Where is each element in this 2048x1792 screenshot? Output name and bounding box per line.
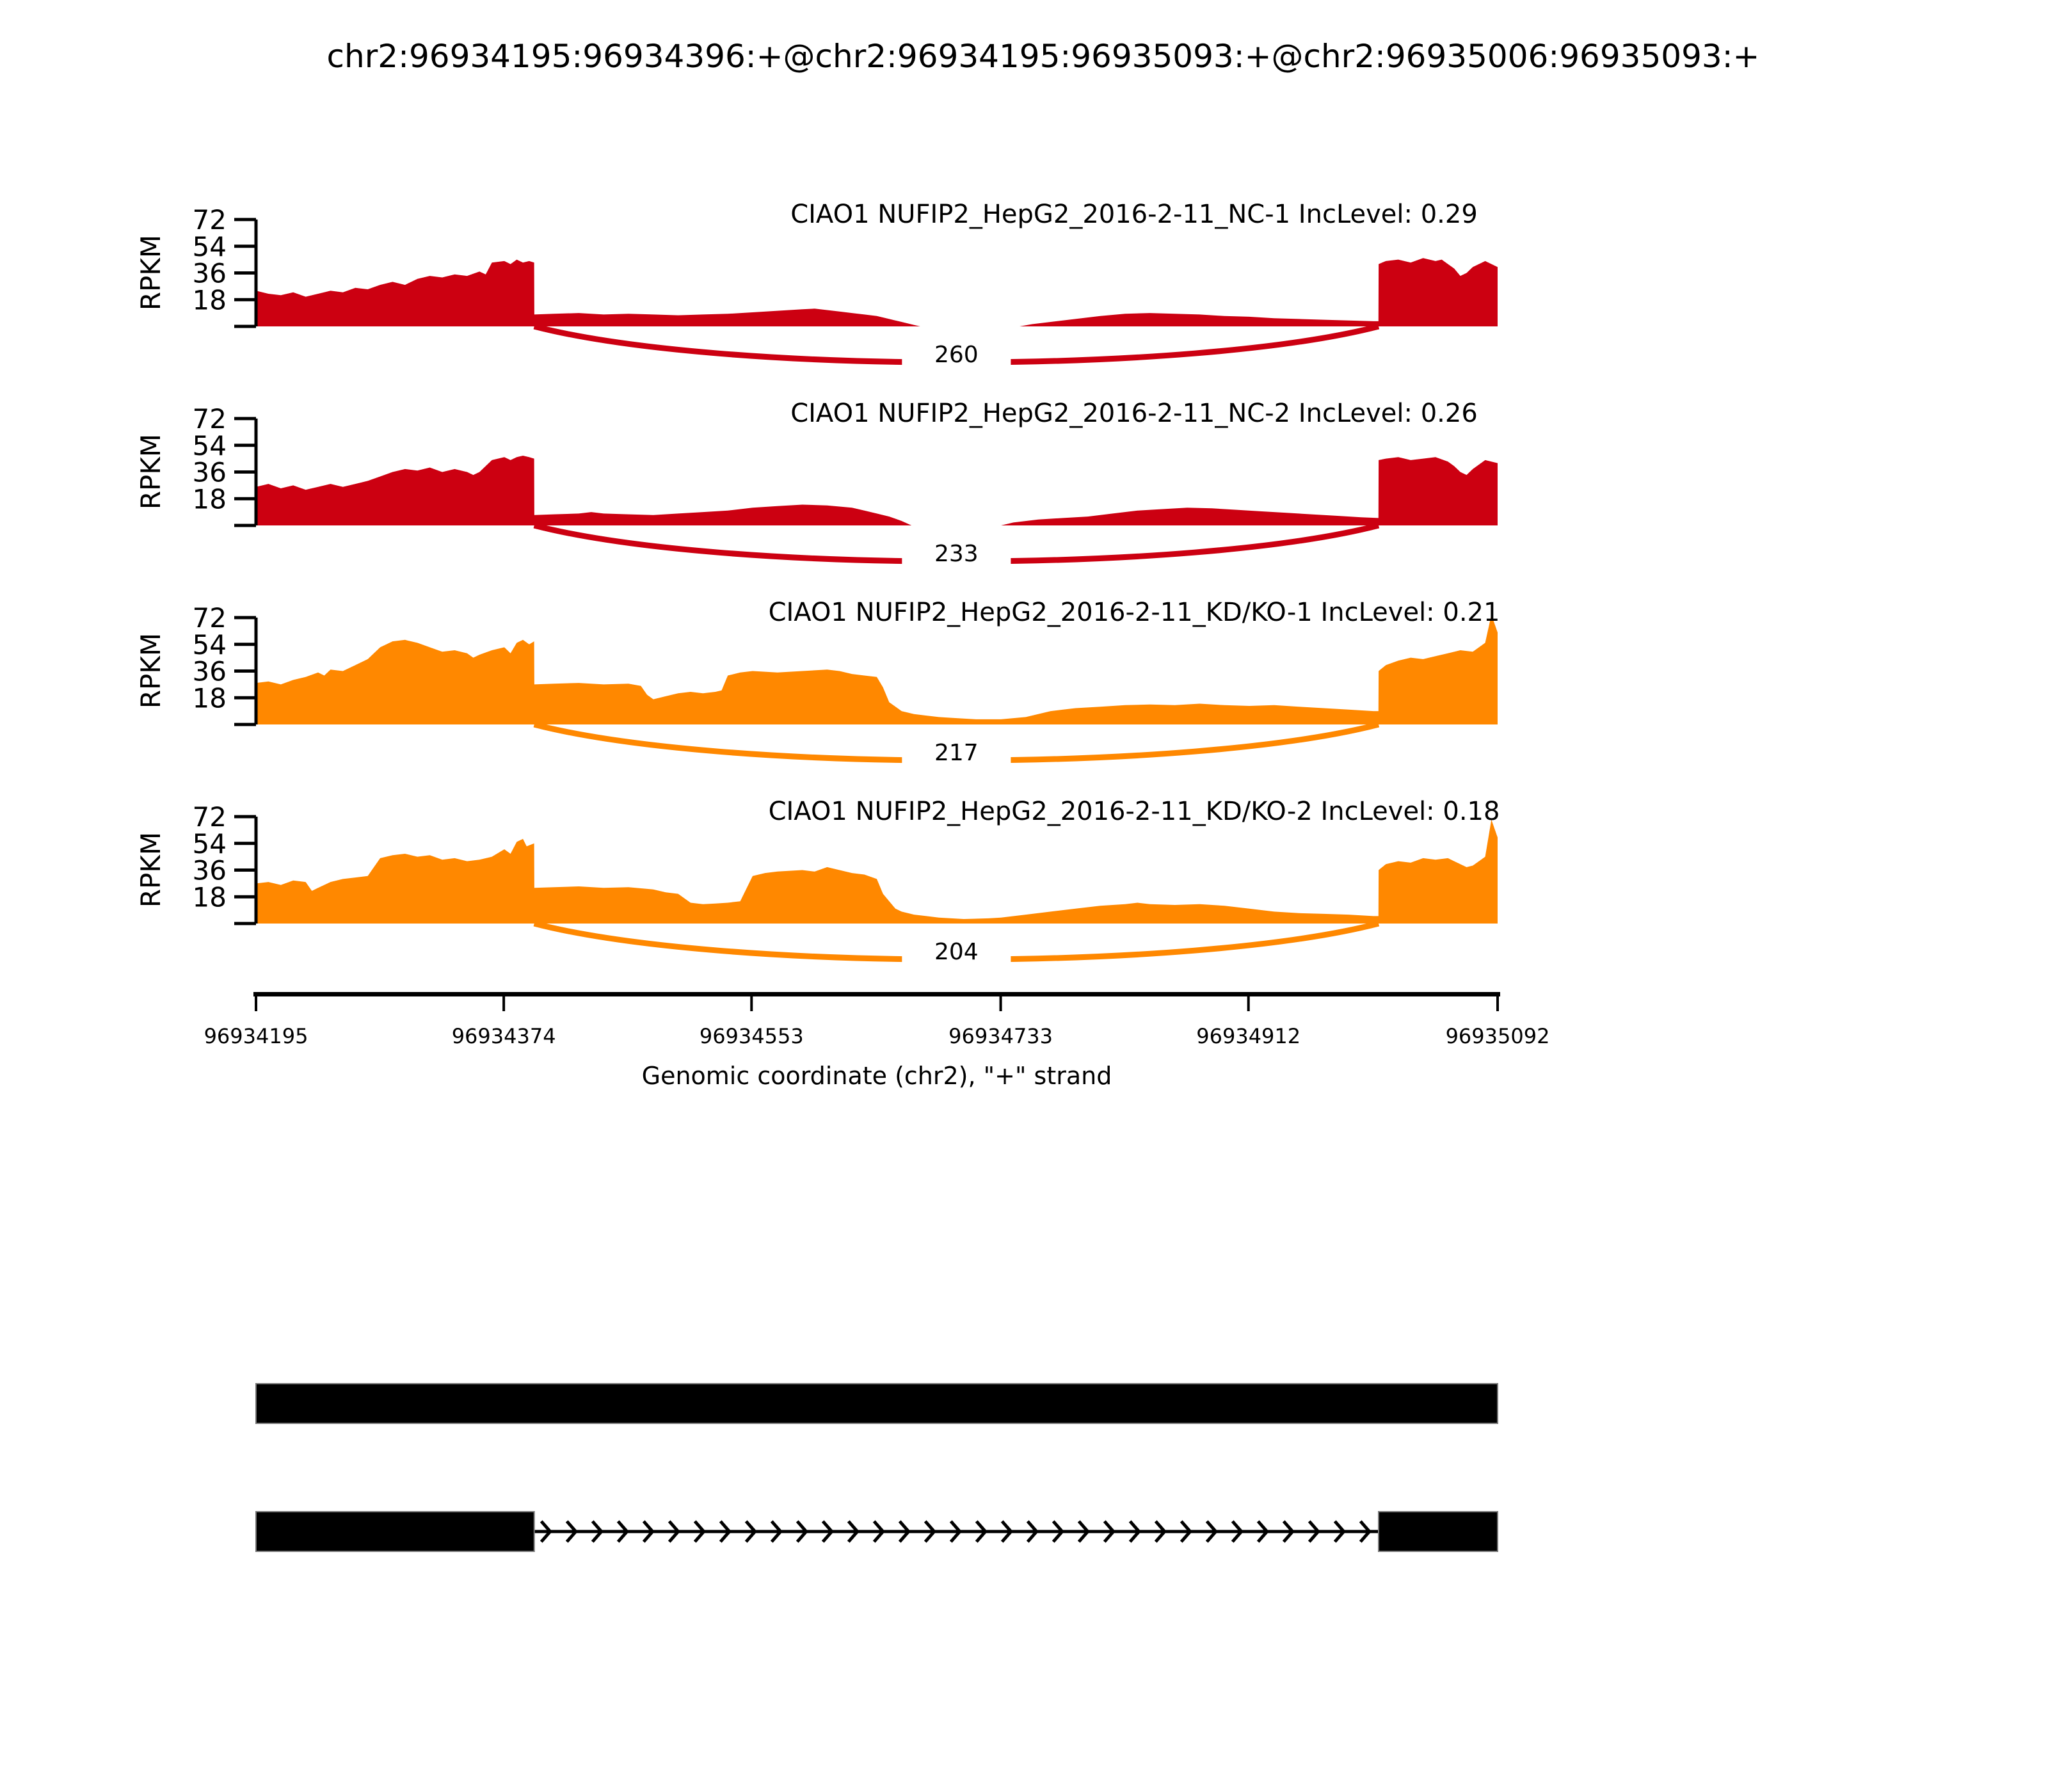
y-tick-label: 54 [193, 231, 227, 262]
strand-arrow-icon [565, 1520, 579, 1543]
strand-arrow-icon [1128, 1520, 1142, 1543]
strand-arrow-icon [1026, 1520, 1039, 1543]
strand-arrow-icon [949, 1520, 963, 1543]
strand-arrow-icon [642, 1520, 655, 1543]
track-title: CIAO1 NUFIP2_HepG2_2016-2-11_NC-2 IncLev… [790, 399, 1478, 428]
junction-count: 204 [934, 939, 979, 965]
junction-count-box [902, 741, 1011, 765]
strand-arrow-icon [1308, 1520, 1321, 1543]
strand-arrow-icon [924, 1520, 937, 1543]
exon-block [255, 1511, 535, 1552]
strand-arrow-icon [1359, 1520, 1372, 1543]
junction-count-box [902, 542, 1011, 566]
strand-arrow-icon [1333, 1520, 1347, 1543]
y-tick-label: 54 [193, 828, 227, 860]
track-title: CIAO1 NUFIP2_HepG2_2016-2-11_KD/KO-1 Inc… [769, 598, 1500, 627]
exon-block [1378, 1511, 1498, 1552]
strand-arrow-icon [1256, 1520, 1270, 1543]
x-axis-line [253, 992, 1500, 996]
strand-arrow-icon [591, 1520, 604, 1543]
x-tick-label: 96934733 [948, 1024, 1053, 1048]
junction-count: 260 [934, 342, 979, 368]
strand-arrow-icon [872, 1520, 886, 1543]
skipping-isoform [255, 1511, 1498, 1552]
y-tick-label: 72 [193, 204, 227, 236]
strand-arrow-icon [898, 1520, 911, 1543]
y-axis-title: RPKM [135, 633, 166, 708]
strand-arrow-icon [1282, 1520, 1295, 1543]
y-tick-label: 18 [193, 881, 227, 913]
coverage-area [256, 258, 1498, 326]
inclusion-isoform [255, 1383, 1498, 1424]
x-tick-label: 96935092 [1446, 1024, 1550, 1048]
y-tick-label: 36 [193, 656, 227, 687]
strand-arrow-icon [616, 1520, 630, 1543]
y-tick-label: 54 [193, 629, 227, 660]
x-tick-label: 96934553 [700, 1024, 804, 1048]
coverage-area [256, 819, 1498, 924]
strand-arrow-icon [1052, 1520, 1065, 1543]
y-axis-title: RPKM [135, 235, 166, 310]
strand-arrow-icon [719, 1520, 732, 1543]
coverage-area [256, 614, 1498, 724]
y-tick-label: 36 [193, 855, 227, 886]
strand-arrow-icon [1000, 1520, 1014, 1543]
track-title: CIAO1 NUFIP2_HepG2_2016-2-11_NC-1 IncLev… [790, 200, 1478, 229]
strand-arrow-icon [744, 1520, 758, 1543]
figure-title: chr2:96934195:96934396:+@chr2:96934195:9… [327, 38, 1760, 75]
y-axis-title: RPKM [135, 832, 166, 908]
junction-count-box [902, 343, 1011, 367]
strand-arrow-icon [975, 1520, 988, 1543]
strand-arrow-icon [693, 1520, 707, 1543]
y-tick-label: 18 [193, 483, 227, 515]
strand-arrow-icon [1231, 1520, 1244, 1543]
y-tick-label: 18 [193, 284, 227, 316]
strand-arrow-icon [1154, 1520, 1167, 1543]
strand-arrow-icon [770, 1520, 783, 1543]
y-tick-label: 18 [193, 682, 227, 714]
y-tick-label: 36 [193, 258, 227, 289]
x-axis-title: Genomic coordinate (chr2), "+" strand [642, 1062, 1112, 1090]
strand-arrow-icon [821, 1520, 835, 1543]
junction-count-box [902, 940, 1011, 964]
strand-arrow-icon [540, 1520, 553, 1543]
y-axis-title: RPKM [135, 434, 166, 509]
exon-block [255, 1383, 1498, 1424]
strand-arrow-icon [1077, 1520, 1091, 1543]
junction-count: 217 [934, 740, 979, 766]
track-title: CIAO1 NUFIP2_HepG2_2016-2-11_KD/KO-2 Inc… [769, 797, 1500, 826]
strand-arrow-icon [796, 1520, 809, 1543]
x-tick-label: 96934195 [204, 1024, 308, 1048]
strand-arrow-icon [847, 1520, 860, 1543]
x-tick-label: 96934912 [1196, 1024, 1300, 1048]
y-tick-label: 72 [193, 602, 227, 634]
junction-count: 233 [934, 541, 979, 567]
y-tick-label: 72 [193, 801, 227, 833]
strand-arrow-icon [668, 1520, 681, 1543]
y-tick-label: 72 [193, 403, 227, 435]
strand-arrow-icon [1205, 1520, 1219, 1543]
x-axis: 96934195 96934374 96934553 96934733 96934912… [204, 992, 1550, 1090]
y-tick-label: 36 [193, 457, 227, 488]
coverage-area [256, 456, 1498, 525]
strand-arrow-icon [1180, 1520, 1193, 1543]
x-tick-label: 96934374 [452, 1024, 556, 1048]
strand-arrow-icon [1103, 1520, 1116, 1543]
y-tick-label: 54 [193, 430, 227, 461]
